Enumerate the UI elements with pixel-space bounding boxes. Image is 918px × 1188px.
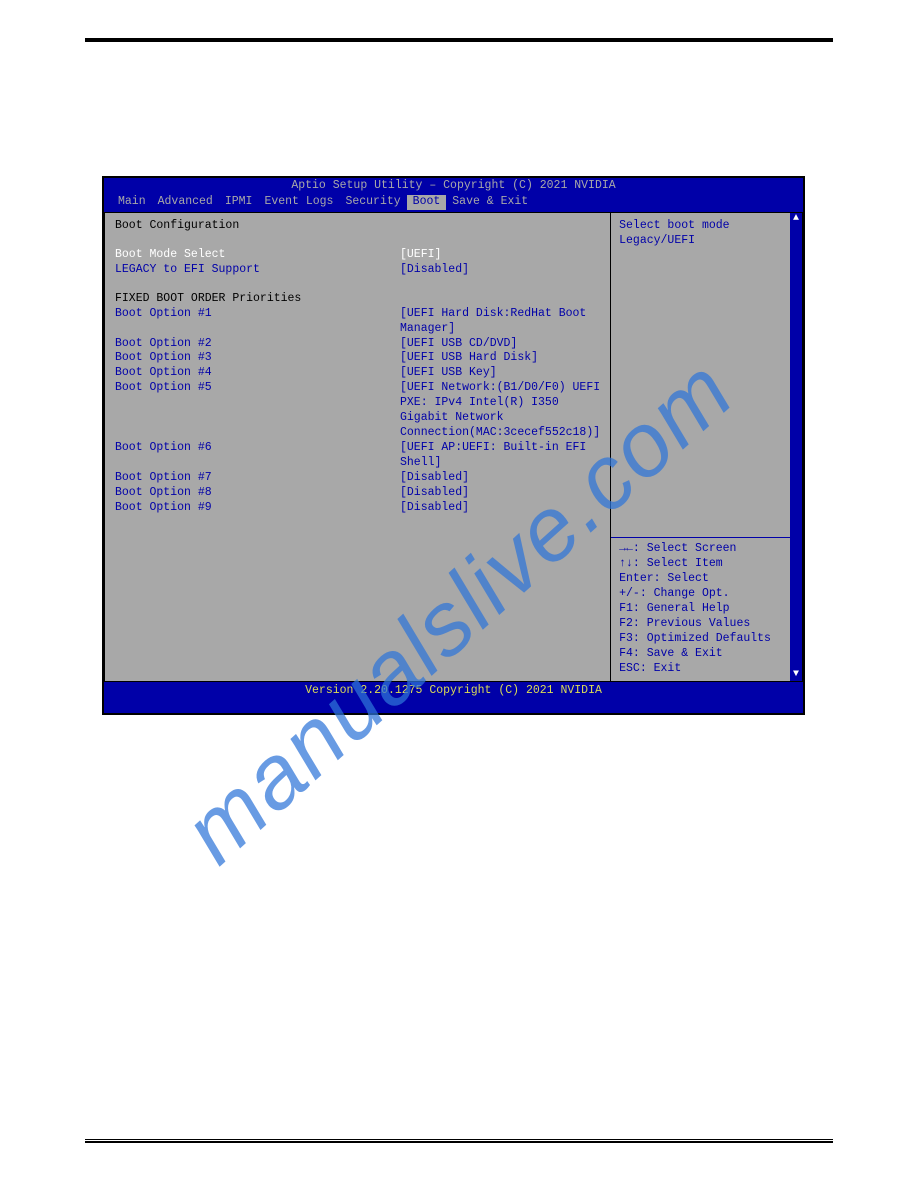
row-legacy-efi-support[interactable]: LEGACY to EFI Support [Disabled] (115, 263, 600, 278)
value-boot-option-7: [Disabled] (400, 471, 600, 486)
row-boot-mode-select[interactable]: Boot Mode Select [UEFI] (115, 248, 600, 263)
menu-security[interactable]: Security (339, 195, 406, 210)
row-boot-option-4[interactable]: Boot Option #4 [UEFI USB Key] (115, 366, 600, 381)
value-boot-option-1: [UEFI Hard Disk:RedHat Boot Manager] (400, 307, 600, 337)
menu-event-logs[interactable]: Event Logs (258, 195, 339, 210)
row-boot-option-1[interactable]: Boot Option #1 [UEFI Hard Disk:RedHat Bo… (115, 307, 600, 337)
label-boot-option-5: Boot Option #5 (115, 381, 400, 441)
right-panel: ▲ ▼ Select boot mode Legacy/UEFI →←: Sel… (610, 212, 803, 682)
bios-title-bar: Aptio Setup Utility – Copyright (C) 2021… (104, 178, 803, 195)
bios-screenshot: Aptio Setup Utility – Copyright (C) 2021… (102, 176, 805, 715)
value-boot-option-4: [UEFI USB Key] (400, 366, 600, 381)
menu-ipmi[interactable]: IPMI (219, 195, 259, 210)
key-help: →←: Select Screen ↑↓: Select Item Enter:… (611, 538, 790, 680)
value-boot-mode-select: [UEFI] (400, 248, 600, 263)
label-boot-option-3: Boot Option #3 (115, 351, 400, 366)
value-boot-option-5: [UEFI Network:(B1/D0/F0) UEFI PXE: IPv4 … (400, 381, 600, 441)
value-boot-option-3: [UEFI USB Hard Disk] (400, 351, 600, 366)
label-boot-mode-select: Boot Mode Select (115, 248, 400, 263)
row-boot-option-5[interactable]: Boot Option #5 [UEFI Network:(B1/D0/F0) … (115, 381, 600, 441)
value-boot-option-2: [UEFI USB CD/DVD] (400, 337, 600, 352)
row-boot-option-6[interactable]: Boot Option #6 [UEFI AP:UEFI: Built-in E… (115, 441, 600, 471)
row-boot-option-9[interactable]: Boot Option #9 [Disabled] (115, 501, 600, 516)
bios-footer: Version 2.20.1275 Copyright (C) 2021 NVI… (104, 682, 803, 713)
key-f1-help: F1: General Help (619, 602, 782, 617)
menu-advanced[interactable]: Advanced (152, 195, 219, 210)
key-select-screen: →←: Select Screen (619, 542, 782, 557)
row-boot-option-2[interactable]: Boot Option #2 [UEFI USB CD/DVD] (115, 337, 600, 352)
label-boot-option-4: Boot Option #4 (115, 366, 400, 381)
key-f2-previous: F2: Previous Values (619, 617, 782, 632)
scroll-down-icon[interactable]: ▼ (790, 669, 802, 681)
label-boot-option-6: Boot Option #6 (115, 441, 400, 471)
row-boot-option-3[interactable]: Boot Option #3 [UEFI USB Hard Disk] (115, 351, 600, 366)
menu-save-exit[interactable]: Save & Exit (446, 195, 534, 210)
left-panel: Boot Configuration Boot Mode Select [UEF… (104, 212, 610, 682)
label-boot-option-9: Boot Option #9 (115, 501, 400, 516)
scroll-track[interactable]: ▲ ▼ (790, 213, 802, 681)
label-boot-option-7: Boot Option #7 (115, 471, 400, 486)
page-rule-top (85, 38, 833, 42)
value-legacy-efi-support: [Disabled] (400, 263, 600, 278)
menu-boot[interactable]: Boot (407, 195, 447, 210)
label-boot-option-1: Boot Option #1 (115, 307, 400, 337)
menu-main[interactable]: Main (112, 195, 152, 210)
help-description: Select boot mode Legacy/UEFI (611, 213, 790, 538)
page-rule-bottom (85, 1139, 833, 1143)
label-boot-option-2: Boot Option #2 (115, 337, 400, 352)
key-select-item: ↑↓: Select Item (619, 557, 782, 572)
section-fixed-boot-order: FIXED BOOT ORDER Priorities (115, 292, 600, 307)
value-boot-option-6: [UEFI AP:UEFI: Built-in EFI Shell] (400, 441, 600, 471)
bios-content: Boot Configuration Boot Mode Select [UEF… (104, 212, 803, 682)
key-f3-optimized: F3: Optimized Defaults (619, 632, 782, 647)
section-boot-configuration: Boot Configuration (115, 219, 600, 234)
key-esc-exit: ESC: Exit (619, 662, 782, 677)
row-boot-option-7[interactable]: Boot Option #7 [Disabled] (115, 471, 600, 486)
value-boot-option-9: [Disabled] (400, 501, 600, 516)
label-boot-option-8: Boot Option #8 (115, 486, 400, 501)
row-boot-option-8[interactable]: Boot Option #8 [Disabled] (115, 486, 600, 501)
label-legacy-efi-support: LEGACY to EFI Support (115, 263, 400, 278)
key-enter-select: Enter: Select (619, 572, 782, 587)
bios-menu-bar: Main Advanced IPMI Event Logs Security B… (104, 195, 803, 212)
scroll-up-icon[interactable]: ▲ (790, 213, 802, 225)
key-f4-save-exit: F4: Save & Exit (619, 647, 782, 662)
key-change-opt: +/-: Change Opt. (619, 587, 782, 602)
value-boot-option-8: [Disabled] (400, 486, 600, 501)
